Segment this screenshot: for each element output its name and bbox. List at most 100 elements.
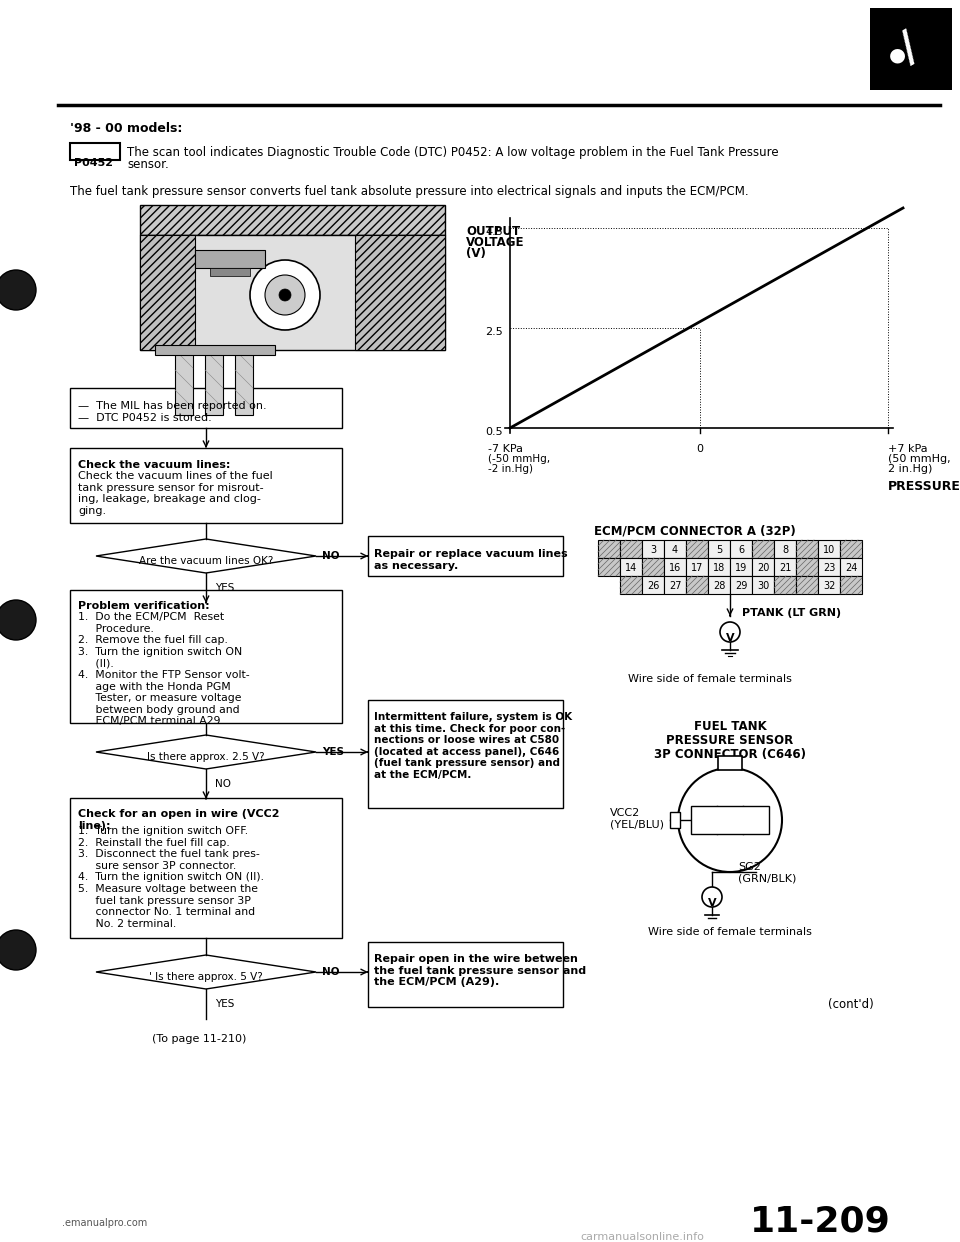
Text: 27: 27 <box>669 581 682 591</box>
Text: —  The MIL has been reported on.
—  DTC P0452 is stored.: — The MIL has been reported on. — DTC P0… <box>78 401 267 422</box>
Text: 0.5: 0.5 <box>486 427 503 437</box>
Text: NO: NO <box>322 968 340 977</box>
Bar <box>691 806 769 833</box>
Text: 5: 5 <box>716 545 722 555</box>
Bar <box>840 540 862 558</box>
Text: The scan tool indicates Diagnostic Trouble Code (DTC) P0452: A low voltage probl: The scan tool indicates Diagnostic Troub… <box>127 147 779 159</box>
Text: PRESSURE SENSOR: PRESSURE SENSOR <box>666 734 794 746</box>
Text: 1: 1 <box>700 821 708 835</box>
Text: YES: YES <box>322 746 344 758</box>
Bar <box>70 143 120 160</box>
Text: 32: 32 <box>823 581 835 591</box>
Text: 11-209: 11-209 <box>750 1203 891 1238</box>
Bar <box>774 540 796 558</box>
Text: ECM/PCM CONNECTOR A (32P): ECM/PCM CONNECTOR A (32P) <box>594 525 796 538</box>
Text: +7 kPa: +7 kPa <box>888 443 927 455</box>
Text: 30: 30 <box>756 581 769 591</box>
Text: carmanualsonline.info: carmanualsonline.info <box>580 1232 704 1242</box>
Text: ' Is there approx. 5 V?: ' Is there approx. 5 V? <box>149 972 263 982</box>
Bar <box>686 558 708 576</box>
Bar <box>664 576 686 594</box>
Bar <box>840 576 862 594</box>
Text: 28: 28 <box>713 581 725 591</box>
Text: SG2
(GRN/BLK): SG2 (GRN/BLK) <box>738 862 797 883</box>
Bar <box>140 235 445 350</box>
Text: Are the vacuum lines OK?: Are the vacuum lines OK? <box>139 556 274 566</box>
Bar <box>664 540 686 558</box>
Text: 0: 0 <box>697 443 704 455</box>
Text: V: V <box>726 633 734 643</box>
Bar <box>752 576 774 594</box>
Text: (To page 11-210): (To page 11-210) <box>152 1035 247 1045</box>
Text: 14: 14 <box>625 563 637 573</box>
Text: 20: 20 <box>756 563 769 573</box>
Text: 4.5: 4.5 <box>485 227 503 237</box>
Text: Problem verification:: Problem verification: <box>78 601 209 611</box>
Bar <box>140 205 445 235</box>
Bar <box>368 700 563 809</box>
Bar <box>175 350 193 415</box>
Text: PRESSURE: PRESSURE <box>888 479 960 493</box>
Circle shape <box>250 260 320 330</box>
Text: Check for an open in wire (VCC2
line):: Check for an open in wire (VCC2 line): <box>78 809 279 831</box>
Bar <box>598 558 620 576</box>
Text: /: / <box>893 26 927 70</box>
Bar <box>70 448 342 523</box>
Text: 18: 18 <box>713 563 725 573</box>
Text: YES: YES <box>215 582 234 592</box>
Bar <box>140 235 195 350</box>
Bar <box>870 7 952 89</box>
Bar <box>598 540 620 558</box>
Circle shape <box>0 270 36 310</box>
Text: 26: 26 <box>647 581 660 591</box>
Text: P0452: P0452 <box>74 158 113 168</box>
Text: Repair open in the wire between
the fuel tank pressure sensor and
the ECM/PCM (A: Repair open in the wire between the fuel… <box>374 954 587 987</box>
Bar <box>752 558 774 576</box>
Text: VCC2
(YEL/BLU): VCC2 (YEL/BLU) <box>610 809 664 830</box>
Text: 19: 19 <box>734 563 747 573</box>
Bar <box>195 250 265 268</box>
Text: V: V <box>708 898 716 908</box>
Text: OUTPUT: OUTPUT <box>466 225 520 238</box>
Bar <box>70 388 342 428</box>
Bar <box>796 576 818 594</box>
Bar <box>730 558 752 576</box>
Bar <box>708 558 730 576</box>
Text: (V): (V) <box>466 247 486 260</box>
Text: NO: NO <box>215 779 231 789</box>
Text: 3P CONNECTOR (C646): 3P CONNECTOR (C646) <box>654 748 806 761</box>
Text: Wire side of female terminals: Wire side of female terminals <box>648 927 812 936</box>
Bar <box>620 558 642 576</box>
Text: VOLTAGE: VOLTAGE <box>466 236 524 248</box>
Bar <box>730 576 752 594</box>
Bar <box>752 540 774 558</box>
Text: 16: 16 <box>669 563 682 573</box>
Bar <box>708 540 730 558</box>
Text: 17: 17 <box>691 563 703 573</box>
Text: (-50 mmHg,: (-50 mmHg, <box>488 455 550 465</box>
Text: 6: 6 <box>738 545 744 555</box>
Bar <box>796 540 818 558</box>
Bar <box>642 576 664 594</box>
Text: -7 KPa: -7 KPa <box>488 443 523 455</box>
Text: 10: 10 <box>823 545 835 555</box>
Text: .emanualpro.com: .emanualpro.com <box>62 1218 147 1228</box>
Circle shape <box>0 600 36 640</box>
Polygon shape <box>96 955 316 989</box>
Bar <box>796 558 818 576</box>
Bar <box>686 576 708 594</box>
Bar <box>235 350 253 415</box>
Text: -2 in.Hg): -2 in.Hg) <box>488 465 533 474</box>
Bar <box>620 576 642 594</box>
Bar <box>774 558 796 576</box>
Polygon shape <box>96 735 316 769</box>
Bar <box>664 558 686 576</box>
Text: sensor.: sensor. <box>127 158 169 171</box>
Bar <box>210 268 250 276</box>
Text: 1.  Turn the ignition switch OFF.
2.  Reinstall the fuel fill cap.
3.  Disconnec: 1. Turn the ignition switch OFF. 2. Rein… <box>78 826 264 929</box>
Text: 2: 2 <box>726 821 734 835</box>
Bar <box>642 540 664 558</box>
Text: 24: 24 <box>845 563 857 573</box>
Text: (50 mmHg,: (50 mmHg, <box>888 455 950 465</box>
Text: 23: 23 <box>823 563 835 573</box>
